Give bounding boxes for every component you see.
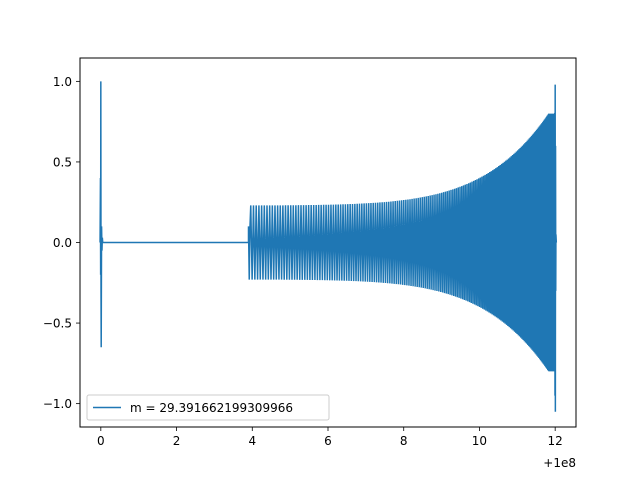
legend-box [86, 394, 330, 421]
y-axis: 1.0 0.5 0.0 −0.5 −1.0 [43, 75, 80, 411]
x-tick-label: 10 [472, 434, 487, 448]
x-tick-label: 12 [548, 434, 563, 448]
x-axis: 0 2 4 6 8 10 12 [97, 427, 563, 448]
legend: m = 29.391662199309966 [86, 394, 330, 421]
x-tick-label: 4 [248, 434, 256, 448]
legend-label: m = 29.391662199309966 [130, 401, 293, 415]
x-offset-label: +1e8 [543, 456, 576, 470]
series-line [99, 81, 558, 412]
x-tick-label: 0 [97, 434, 105, 448]
y-tick-label: 1.0 [53, 75, 72, 89]
y-tick-label: 0.5 [53, 155, 72, 169]
y-tick-label: 0.0 [53, 236, 72, 250]
y-tick-label: −0.5 [43, 317, 72, 331]
y-tick-label: −1.0 [43, 397, 72, 411]
x-tick-label: 6 [324, 434, 332, 448]
x-tick-label: 8 [400, 434, 408, 448]
series-line-group [99, 81, 558, 412]
x-tick-label: 2 [173, 434, 181, 448]
